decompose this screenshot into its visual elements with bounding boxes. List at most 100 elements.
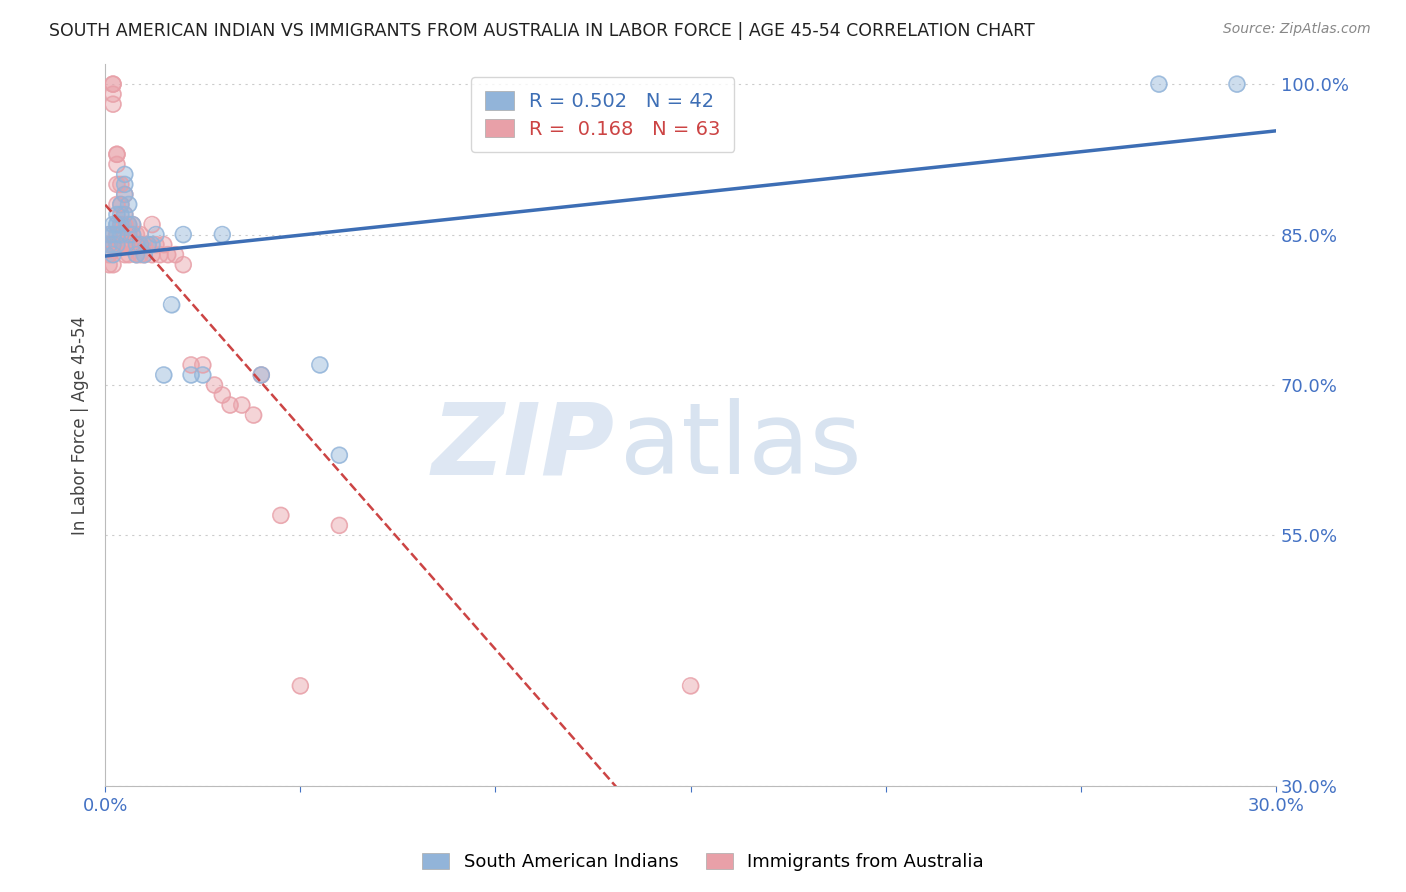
Point <box>125 247 148 261</box>
Point <box>117 197 139 211</box>
Point <box>114 187 136 202</box>
Point <box>156 247 179 261</box>
Point <box>110 178 132 192</box>
Point <box>114 167 136 181</box>
Point <box>145 237 167 252</box>
Point <box>101 227 124 242</box>
Point <box>105 157 128 171</box>
Point <box>219 398 242 412</box>
Point <box>110 197 132 211</box>
Point <box>101 237 124 252</box>
Point <box>98 237 121 252</box>
Point <box>98 227 121 242</box>
Point <box>141 218 163 232</box>
Point <box>125 247 148 261</box>
Point <box>110 218 132 232</box>
Point <box>114 167 136 181</box>
Point <box>136 237 159 252</box>
Point <box>114 227 136 242</box>
Point <box>105 218 128 232</box>
Point <box>191 358 214 372</box>
Point <box>114 187 136 202</box>
Point <box>134 247 156 261</box>
Point <box>219 398 242 412</box>
Point <box>101 237 124 252</box>
Point <box>165 247 187 261</box>
Point <box>141 247 163 261</box>
Point <box>101 77 124 91</box>
Point <box>101 237 124 252</box>
Point <box>141 247 163 261</box>
Point <box>110 197 132 211</box>
Point <box>98 258 121 272</box>
Point <box>117 237 139 252</box>
Point <box>149 247 172 261</box>
Point <box>129 227 152 242</box>
Point <box>121 218 143 232</box>
Point <box>191 368 214 382</box>
Point <box>105 157 128 171</box>
Point <box>211 388 233 402</box>
Point <box>110 207 132 221</box>
Point <box>270 508 292 523</box>
Point <box>101 258 124 272</box>
Point <box>110 218 132 232</box>
Point <box>121 218 143 232</box>
Point <box>172 258 194 272</box>
Point <box>141 237 163 252</box>
Point <box>101 247 124 261</box>
Point <box>152 237 174 252</box>
Point <box>141 218 163 232</box>
Point <box>110 197 132 211</box>
Point <box>231 398 253 412</box>
Point <box>211 388 233 402</box>
Point <box>105 218 128 232</box>
Point <box>114 247 136 261</box>
Point <box>114 207 136 221</box>
Point <box>101 77 124 91</box>
Legend: R = 0.502   N = 42, R =  0.168   N = 63: R = 0.502 N = 42, R = 0.168 N = 63 <box>471 78 734 153</box>
Point <box>145 227 167 242</box>
Point <box>250 368 273 382</box>
Point <box>250 368 273 382</box>
Point <box>134 247 156 261</box>
Point <box>105 147 128 161</box>
Point <box>101 87 124 102</box>
Point <box>290 679 312 693</box>
Point <box>160 298 183 312</box>
Point <box>117 218 139 232</box>
Point <box>308 358 330 372</box>
Point <box>105 218 128 232</box>
Point <box>160 298 183 312</box>
Point <box>110 237 132 252</box>
Point <box>242 408 264 422</box>
Legend: South American Indians, Immigrants from Australia: South American Indians, Immigrants from … <box>415 846 991 879</box>
Point <box>121 237 143 252</box>
Point <box>125 227 148 242</box>
Point <box>101 87 124 102</box>
Point <box>110 237 132 252</box>
Point <box>110 227 132 242</box>
Point <box>328 448 350 462</box>
Point <box>110 197 132 211</box>
Point <box>114 207 136 221</box>
Point <box>105 207 128 221</box>
Point <box>110 227 132 242</box>
Point <box>117 227 139 242</box>
Point <box>101 258 124 272</box>
Point <box>191 368 214 382</box>
Point <box>98 237 121 252</box>
Point <box>125 237 148 252</box>
Point <box>114 178 136 192</box>
Point <box>679 679 702 693</box>
Point <box>101 218 124 232</box>
Text: SOUTH AMERICAN INDIAN VS IMMIGRANTS FROM AUSTRALIA IN LABOR FORCE | AGE 45-54 CO: SOUTH AMERICAN INDIAN VS IMMIGRANTS FROM… <box>49 22 1035 40</box>
Point <box>105 227 128 242</box>
Point <box>121 227 143 242</box>
Point <box>141 237 163 252</box>
Point <box>98 247 121 261</box>
Point <box>114 207 136 221</box>
Point <box>134 237 156 252</box>
Point <box>290 679 312 693</box>
Point <box>125 227 148 242</box>
